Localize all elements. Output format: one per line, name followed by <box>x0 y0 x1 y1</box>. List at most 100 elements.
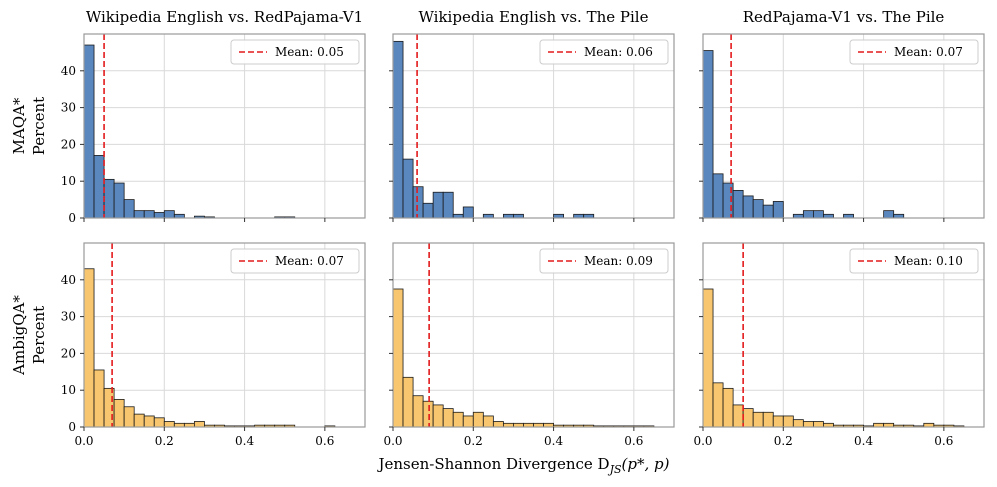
legend: Mean: 0.05 <box>230 39 360 65</box>
y-tick-label: 10 <box>61 383 76 397</box>
histogram-bar <box>402 376 414 428</box>
panel-title: RedPajama-V1 vs. The Pile <box>743 8 945 26</box>
x-tick-label: 0.6 <box>934 434 953 448</box>
histogram-bar <box>93 369 105 428</box>
histogram-bar <box>792 419 804 428</box>
histogram-bar <box>133 413 145 428</box>
histogram-bar <box>452 411 464 428</box>
x-axis-label-text: Jensen-Shannon Divergence D <box>377 455 610 473</box>
x-tick-label: 0.2 <box>464 434 483 448</box>
histogram-bar <box>812 421 824 428</box>
histogram-bar <box>163 421 175 428</box>
panel-r0-c2: RedPajama-V1 vs. The Pile Mean: 0.07 <box>699 8 985 222</box>
panels-group: 0 10 20 30 40 Wikipedia English vs. RedPajama… <box>10 8 985 448</box>
x-tick-label: 0.4 <box>544 434 563 448</box>
histogram-bar <box>123 406 135 428</box>
axes-frame <box>392 242 675 428</box>
histogram-bar <box>883 210 895 219</box>
histogram-bar <box>113 398 125 428</box>
histogram-bar <box>762 204 774 219</box>
x-tick-label: 0.2 <box>155 434 174 448</box>
histogram-bar <box>802 421 814 428</box>
histogram-bar <box>802 210 814 219</box>
histogram-bar <box>402 158 414 219</box>
histogram-bar <box>752 411 764 428</box>
histogram-bar <box>163 210 175 219</box>
histogram-bar <box>762 411 774 428</box>
histogram-bar <box>752 199 764 219</box>
x-tick-label: 0.0 <box>693 434 712 448</box>
panel-title: Wikipedia English vs. RedPajama-V1 <box>86 8 363 26</box>
legend-label: Mean: 0.09 <box>584 254 653 268</box>
panel-r1-c1: 0.0 0.2 0.4 0.6 Mean: 0.09 <box>383 242 675 448</box>
x-tick-label: 0.6 <box>624 434 643 448</box>
legend-label: Mean: 0.07 <box>894 45 963 59</box>
y-tick-label: 30 <box>61 101 76 115</box>
histogram-bar <box>432 404 444 428</box>
y-axis-label-percent: Percent <box>30 306 48 364</box>
panel-r1-c0: 0.0 0.2 0.4 0.6 0 10 20 30 40 AmbigQA* Percent Mean… <box>10 242 366 448</box>
legend-label: Mean: 0.06 <box>584 45 653 59</box>
histogram-bar <box>143 210 155 219</box>
y-tick-label: 0 <box>68 211 76 225</box>
y-tick-label: 20 <box>61 137 76 151</box>
histogram-bar <box>462 206 474 219</box>
histogram-bar <box>442 408 454 428</box>
histogram-bar <box>712 382 724 428</box>
panel-r1-c2: 0.0 0.2 0.4 0.6 Mean: 0.10 <box>693 242 985 448</box>
x-axis-label-subscript: JS <box>608 463 622 476</box>
histogram-bar <box>702 50 714 219</box>
histogram-bar <box>422 400 434 428</box>
histogram-bar <box>772 415 784 428</box>
axes-frame <box>83 242 366 428</box>
panel-r0-c1: Wikipedia English vs. The Pile Mean: 0.06 <box>389 8 675 222</box>
histogram-bar <box>712 173 724 219</box>
x-tick-label: 0.2 <box>774 434 793 448</box>
y-tick-label: 0 <box>68 420 76 434</box>
histogram-bar <box>412 186 424 219</box>
y-tick-label: 40 <box>61 64 76 78</box>
legend-label: Mean: 0.10 <box>894 254 963 268</box>
legend-label: Mean: 0.07 <box>275 254 344 268</box>
histogram-bar <box>93 155 105 219</box>
histogram-bar <box>412 395 424 428</box>
legend-box <box>849 248 979 274</box>
legend-box <box>539 39 669 65</box>
histogram-bar <box>812 210 824 219</box>
histogram-bar <box>83 268 95 428</box>
x-tick-label: 0.4 <box>854 434 873 448</box>
histogram-bar <box>772 201 784 219</box>
histogram-bar <box>732 189 744 219</box>
histogram-bar <box>422 202 434 219</box>
x-axis-label-args: (p*, p) <box>622 455 670 473</box>
y-axis-label-dataset: AmbigQA* <box>10 295 28 376</box>
histogram-bar <box>432 191 444 219</box>
axes-frame <box>83 33 366 219</box>
histogram-bar <box>472 411 484 428</box>
histogram-bar <box>742 408 754 428</box>
legend-box <box>539 248 669 274</box>
histogram-bar <box>392 40 404 219</box>
histogram-bar <box>143 415 155 428</box>
x-tick-label: 0.4 <box>235 434 254 448</box>
histogram-bar <box>742 195 754 219</box>
histogram-bar <box>702 288 714 428</box>
legend-box <box>849 39 979 65</box>
axes-frame <box>702 242 985 428</box>
x-tick-label: 0.0 <box>74 434 93 448</box>
histogram-bar <box>113 182 125 219</box>
legend: Mean: 0.07 <box>849 39 979 65</box>
legend: Mean: 0.06 <box>539 39 669 65</box>
histogram-bar <box>722 387 734 428</box>
histogram-bar <box>392 288 404 428</box>
shared-x-axis-label: Jensen-Shannon Divergence DJS(p*, p) <box>377 455 670 476</box>
panel-title: Wikipedia English vs. The Pile <box>419 8 649 26</box>
histogram-bar <box>462 415 474 428</box>
histogram-bar <box>492 421 504 428</box>
histogram-bar <box>732 404 744 428</box>
legend-box <box>230 248 360 274</box>
histogram-bar <box>193 421 205 428</box>
y-tick-label: 40 <box>61 273 76 287</box>
x-tick-label: 0.0 <box>383 434 402 448</box>
